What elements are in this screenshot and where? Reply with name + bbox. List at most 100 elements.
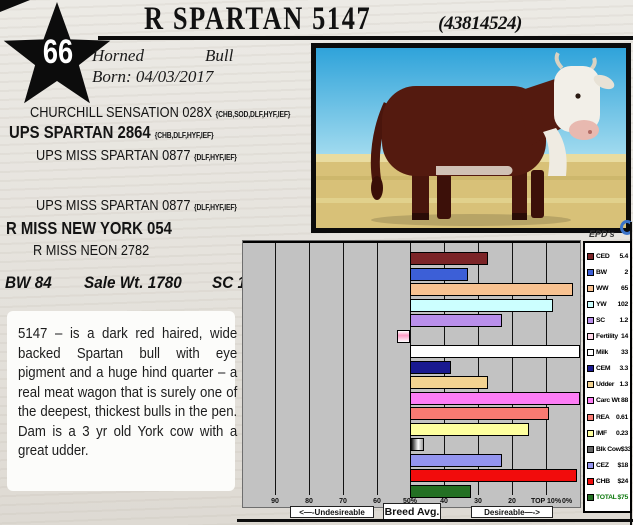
legend-item-bw: BW 2 <box>587 269 629 277</box>
cropped-circle-mark <box>620 220 633 235</box>
gridline <box>343 243 344 495</box>
sex-label: Bull <box>205 46 234 65</box>
gridline <box>478 243 479 495</box>
desirable-label: Desireable—-> <box>471 506 553 518</box>
legend-item-ced: CED 5.4 <box>587 253 628 261</box>
legend-item-cem: CEM 3.3 <box>587 365 628 373</box>
legend-item-udder: Udder 1.3 <box>587 381 628 389</box>
legend-item-imf: IMF 0.23 <box>587 429 628 437</box>
legend-label: YW <box>596 301 607 309</box>
axis-tick-label: 20 <box>508 498 516 505</box>
legend-value: 5.4 <box>619 253 628 261</box>
epd-legend: CED 5.4 BW 2 WW 65 YW 102 SC 1.2 Fertility 14 Milk 33… <box>583 241 632 513</box>
legend-value: 65 <box>621 285 628 293</box>
legend-item-blk-cow: Blk Cow $33 <box>587 445 632 453</box>
epd-bar-ced <box>410 252 489 265</box>
pedigree-tags: {DLF,HYF,IEF} <box>194 153 237 162</box>
legend-item-total: TOTAL $75 <box>587 493 628 501</box>
legend-item-ww: WW 65 <box>587 285 628 293</box>
axis-tick-label: 60 <box>373 498 381 505</box>
sale-wt-stat: Sale Wt. 1780 <box>84 273 182 293</box>
legend-value: 3.3 <box>619 365 628 373</box>
pedigree-name: UPS SPARTAN 2864 <box>9 122 151 142</box>
sale-wt-value: 1780 <box>147 273 182 292</box>
epd-bar-carc-wt <box>410 391 580 405</box>
description-text: 5147 – is a dark red haired, wide backed… <box>18 325 238 459</box>
pedigree-sire: UPS SPARTAN 2864 {CHB,DLF,HYF,IEF} <box>9 122 214 143</box>
legend-item-rea: REA 0.61 <box>587 413 628 421</box>
legend-value: 2 <box>624 269 629 277</box>
epd-chart-title: EPD's <box>589 229 615 239</box>
legend-item-fertility: Fertility 14 <box>587 333 628 341</box>
axis-tick-label: 50% <box>402 498 418 505</box>
gridline <box>377 243 378 495</box>
birth-date-label: Born: 04/03/2017 <box>92 67 214 86</box>
horn-status-label: Horned <box>92 46 144 65</box>
epd-bar-sc <box>410 314 502 328</box>
axis-tick-label: 30 <box>474 498 482 505</box>
legend-value: $18 <box>617 461 629 469</box>
legend-swatch <box>587 253 594 261</box>
breed-avg-label: Breed Avg. <box>383 503 441 520</box>
title-row: R SPARTAN 5147 (43814524) <box>144 1 522 38</box>
legend-value: $24 <box>617 477 629 485</box>
legend-item-cez: CEZ $18 <box>587 461 629 469</box>
legend-label: Fertility <box>596 333 618 341</box>
epd-bar-total <box>410 484 472 498</box>
legend-label: Milk <box>596 349 609 357</box>
pedigree-name: UPS MISS SPARTAN 0877 <box>36 197 191 214</box>
registration-number: (43814524) <box>438 13 522 34</box>
epd-bar-bw <box>410 267 468 281</box>
pedigree-dam-dam: R MISS NEON 2782 <box>33 242 149 259</box>
gridline <box>546 243 547 495</box>
legend-label: TOTAL <box>596 493 617 501</box>
axis-tick-label: 40 <box>440 498 448 505</box>
description-box: 5147 – is a dark red haired, wide backed… <box>7 311 238 491</box>
pedigree-tags: {CHB,DLF,HYF,IEF} <box>154 131 214 140</box>
axis-tick-label: 0% <box>561 498 573 505</box>
pedigree-dam: R MISS NEW YORK 054 <box>6 218 172 239</box>
legend-value: 88 <box>621 397 628 405</box>
epd-bar-cem <box>410 360 451 374</box>
legend-label: CED <box>596 253 610 261</box>
legend-swatch <box>587 269 594 277</box>
epd-bar-imf <box>410 422 529 436</box>
axis-tick-label: 80 <box>305 498 313 505</box>
axis-tick-label: TOP 10% <box>530 498 562 505</box>
epd-bar-blk-cow <box>410 438 424 452</box>
legend-swatch <box>587 477 594 485</box>
legend-swatch <box>587 445 594 453</box>
gridline <box>512 243 513 495</box>
legend-value: $33 <box>620 445 632 453</box>
legend-swatch <box>587 413 594 421</box>
sc-label: SC <box>212 273 234 292</box>
legend-label: Carc Wt <box>596 397 620 405</box>
bull-photo <box>311 43 631 233</box>
title-rule <box>98 36 633 40</box>
epd-bar-yw <box>410 298 553 312</box>
legend-swatch <box>587 349 594 357</box>
legend-swatch <box>587 333 594 341</box>
legend-label: CEM <box>596 365 611 373</box>
bw-value: 84 <box>34 273 52 292</box>
star-icon <box>3 2 111 104</box>
legend-value: 0.23 <box>615 429 628 437</box>
legend-label: WW <box>596 285 609 293</box>
legend-label: Blk Cow <box>596 445 621 453</box>
pedigree-name: R MISS NEW YORK 054 <box>6 218 172 238</box>
animal-name-title: R SPARTAN 5147 <box>144 1 372 37</box>
legend-label: CEZ <box>596 461 609 469</box>
epd-bar-milk <box>410 345 580 359</box>
pedigree-sire-sire: CHURCHILL SENSATION 028X {CHB,SOD,DLF,HY… <box>30 104 290 121</box>
legend-item-carc-wt: Carc Wt 88 <box>587 397 628 405</box>
legend-swatch <box>587 285 594 293</box>
epd-bar-cez <box>410 453 502 467</box>
gridline <box>309 243 310 495</box>
legend-swatch <box>587 381 594 389</box>
epd-plot: 90 80 70 60 50% 40 30 20 TOP 10% 0% <box>242 240 581 508</box>
epd-bar-chb <box>410 469 577 483</box>
legend-item-milk: Milk 33 <box>587 349 628 357</box>
legend-label: BW <box>596 269 607 277</box>
legend-value: 0.61 <box>615 413 628 421</box>
axis-tick-label: 90 <box>271 498 279 505</box>
